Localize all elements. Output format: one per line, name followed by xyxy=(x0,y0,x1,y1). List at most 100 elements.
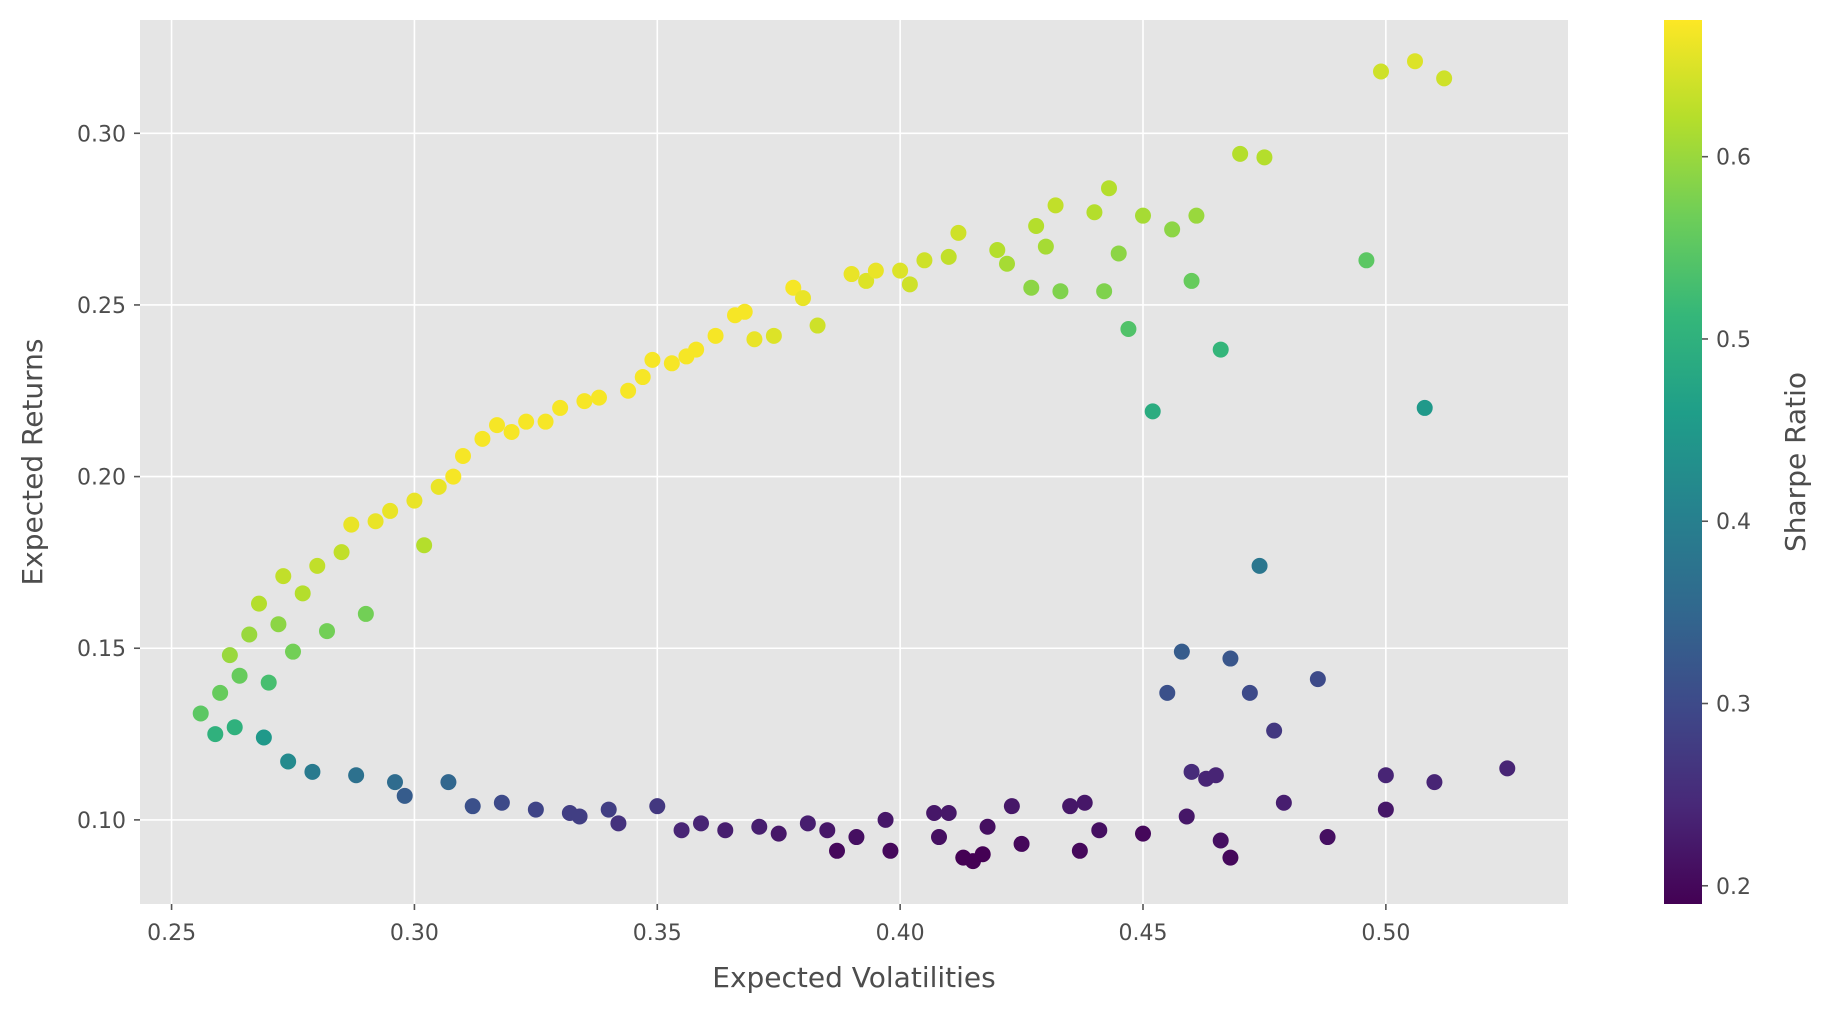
scatter-point xyxy=(1101,180,1117,197)
scatter-point xyxy=(1110,245,1127,262)
scatter-point xyxy=(527,801,544,818)
x-tick-label: 0.40 xyxy=(876,921,925,946)
x-tick-label: 0.45 xyxy=(1119,921,1168,946)
scatter-point xyxy=(1212,832,1229,849)
scatter-point xyxy=(343,516,360,533)
scatter-point xyxy=(1222,849,1239,866)
scatter-point xyxy=(1062,798,1079,815)
scatter-point xyxy=(989,242,1006,259)
scatter-point xyxy=(1135,825,1151,842)
scatter-point xyxy=(867,262,884,279)
scatter-point xyxy=(751,818,768,835)
scatter-point xyxy=(1120,320,1137,337)
y-tick-label: 0.10 xyxy=(77,809,126,834)
x-tick-label: 0.25 xyxy=(147,921,196,946)
colorbar-tick-label: 0.5 xyxy=(1716,328,1751,353)
scatter-point xyxy=(1164,221,1181,238)
colorbar xyxy=(1664,20,1702,904)
scatter-point xyxy=(1091,822,1108,839)
scatter-point xyxy=(1407,53,1423,70)
scatter-point xyxy=(333,544,350,561)
scatter-point xyxy=(1212,341,1229,358)
scatter-point xyxy=(464,798,481,815)
plot-background xyxy=(140,20,1568,904)
scatter-point xyxy=(387,774,403,791)
scatter-point xyxy=(693,815,709,832)
scatter-point xyxy=(1135,207,1151,224)
scatter-point xyxy=(1052,283,1069,300)
scatter-point xyxy=(848,829,865,846)
scatter-point xyxy=(1373,63,1389,80)
scatter-point xyxy=(1159,684,1176,701)
colorbar-label: Sharpe Ratio xyxy=(1779,372,1812,552)
data-points xyxy=(192,53,1516,870)
scatter-point xyxy=(430,478,447,495)
scatter-point xyxy=(634,369,651,386)
scatter-point xyxy=(493,794,510,811)
colorbar-tick-label: 0.4 xyxy=(1716,510,1751,535)
scatter-point xyxy=(1377,801,1394,818)
scatter-point xyxy=(571,808,588,825)
x-axis-ticks: 0.25 0.30 0.35 0.40 0.45 0.50 xyxy=(147,904,1410,946)
scatter-point xyxy=(999,255,1015,272)
scatter-point xyxy=(192,705,209,722)
scatter-point xyxy=(1232,145,1249,162)
scatter-point xyxy=(979,818,996,835)
y-axis-ticks: 0.10 0.15 0.20 0.25 0.30 xyxy=(77,122,140,834)
scatter-point xyxy=(931,829,947,846)
scatter-point xyxy=(1047,197,1064,214)
scatter-point xyxy=(688,341,705,358)
scatter-point xyxy=(1178,808,1195,825)
scatter-point xyxy=(765,327,782,344)
scatter-point xyxy=(1076,794,1093,811)
y-tick-label: 0.20 xyxy=(77,466,126,491)
scatter-point xyxy=(1319,829,1336,846)
scatter-point xyxy=(1144,403,1161,420)
x-axis-label: Expected Volatilities xyxy=(712,961,995,994)
scatter-point xyxy=(591,389,607,406)
scatter-point xyxy=(231,667,248,684)
scatter-point xyxy=(255,729,272,746)
scatter-point xyxy=(940,805,957,822)
scatter-point xyxy=(294,585,311,602)
scatter-point xyxy=(770,825,787,842)
scatter-point xyxy=(644,351,661,368)
scatter-point xyxy=(251,595,267,612)
scatter-point xyxy=(649,798,666,815)
y-tick-label: 0.25 xyxy=(77,294,126,319)
x-tick-label: 0.35 xyxy=(633,921,682,946)
scatter-point xyxy=(406,492,423,509)
scatter-point xyxy=(440,774,457,791)
y-axis-label: Expected Returns xyxy=(16,338,49,585)
scatter-point xyxy=(858,272,875,289)
scatter-point xyxy=(795,290,811,307)
scatter-point xyxy=(663,355,680,372)
x-tick-label: 0.50 xyxy=(1361,921,1410,946)
scatter-point xyxy=(1013,835,1030,852)
scatter-point xyxy=(1266,722,1283,739)
scatter-point xyxy=(1183,272,1200,289)
scatter-point xyxy=(974,846,991,863)
scatter-point xyxy=(1416,399,1433,416)
scatter-point xyxy=(212,684,229,701)
scatter-point xyxy=(367,513,384,530)
scatter-point xyxy=(901,276,918,293)
scatter-point xyxy=(1499,760,1516,777)
scatter-point xyxy=(843,266,860,283)
scatter-point xyxy=(1222,650,1239,667)
scatter-point xyxy=(785,279,802,296)
scatter-point xyxy=(1037,238,1054,255)
scatter-point xyxy=(518,413,535,430)
scatter-point xyxy=(304,763,321,780)
scatter-point xyxy=(489,417,505,434)
scatter-point xyxy=(1028,217,1045,234)
scatter-point xyxy=(1241,684,1258,701)
scatter-point xyxy=(892,262,909,279)
scatter-point xyxy=(280,753,297,770)
scatter-point xyxy=(926,805,943,822)
scatter-point xyxy=(226,719,243,736)
scatter-point xyxy=(673,822,690,839)
scatter-point xyxy=(357,605,374,622)
scatter-point xyxy=(319,623,335,640)
